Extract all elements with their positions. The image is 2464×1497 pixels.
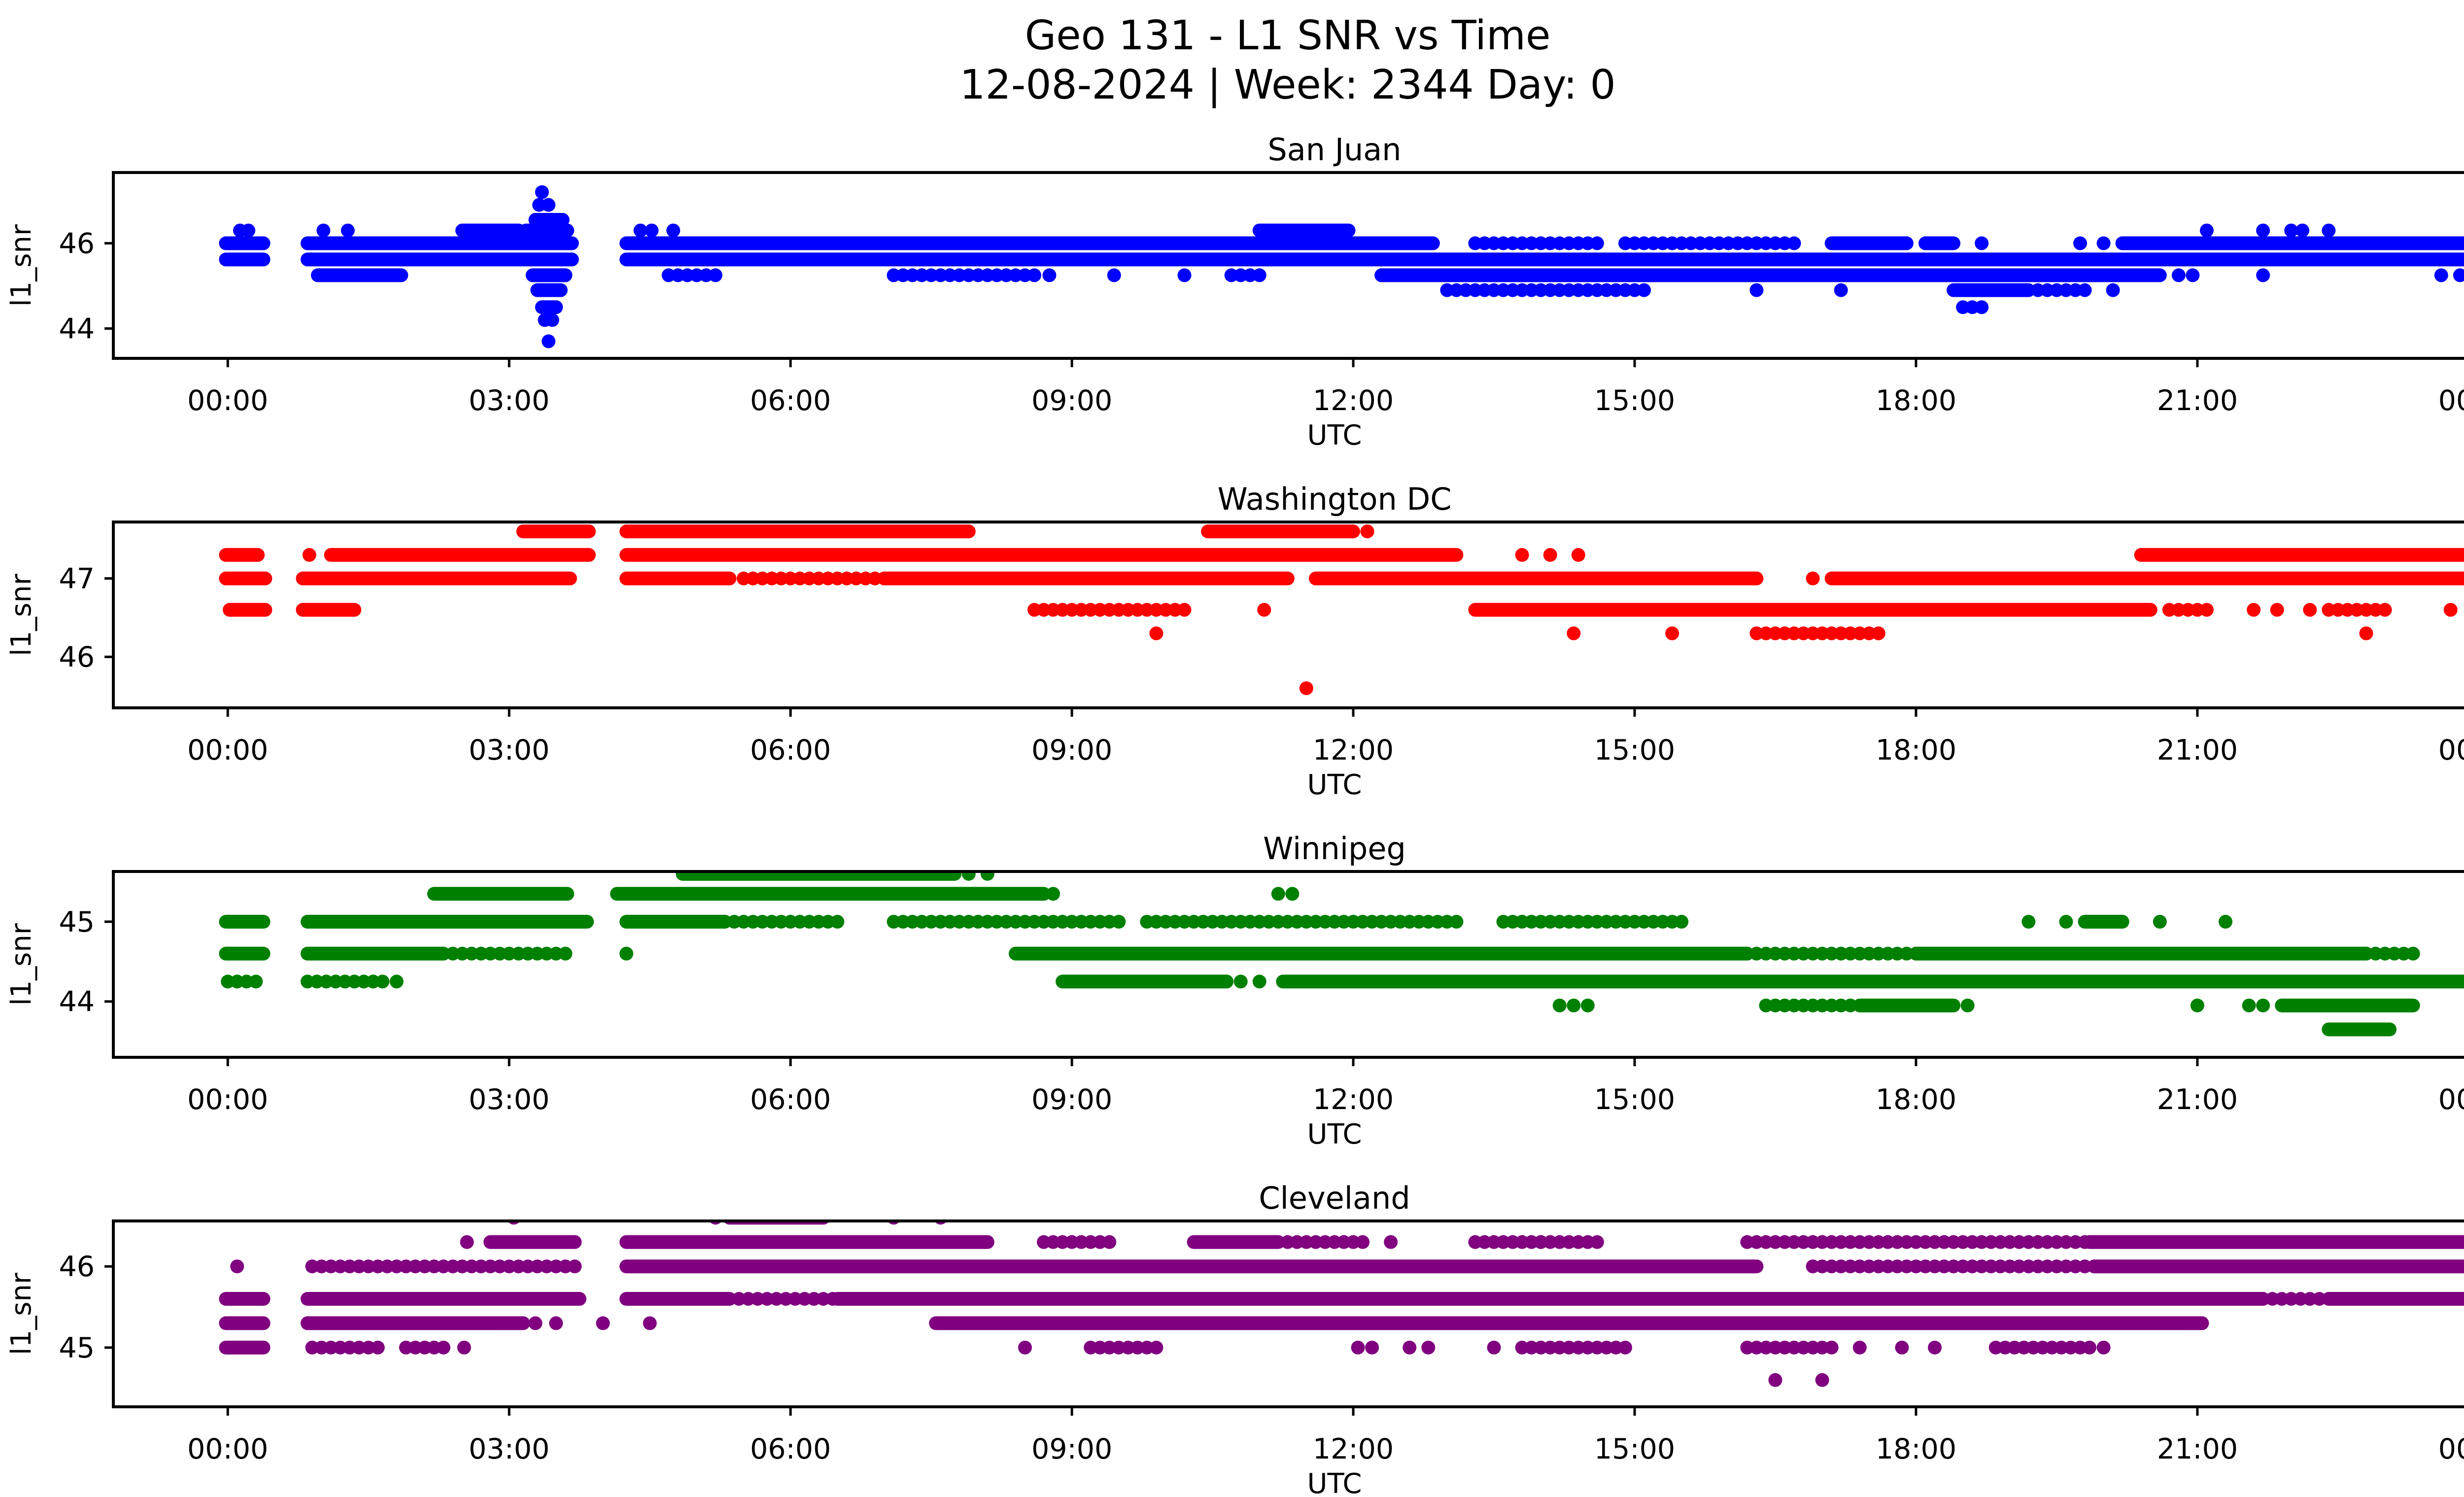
figure-subtitle: 12-08-2024 | Week: 2344 Day: 0 [959, 62, 1616, 108]
x-tick-label: 12:00 [1313, 734, 1394, 766]
x-tick-label: 15:00 [1594, 1083, 1675, 1116]
x-tick-label: 03:00 [469, 1433, 549, 1465]
x-tick-label: 12:00 [1313, 1433, 1394, 1465]
subplot-san-juan: 00:00 03:00 06:00 09:00 12:00 15:00 18:00 21:00… [5, 132, 2464, 452]
x-axis-label: UTC [1307, 769, 1362, 801]
subplot-washington-dc: 00:00 03:00 06:00 09:00 12:00 15:00 18:00 21:00… [5, 481, 2464, 801]
x-tick-label: 12:00 [1313, 384, 1394, 417]
x-tick-label: 15:00 [1594, 1433, 1675, 1465]
y-axis-label: l1_snr [5, 224, 37, 307]
figure-title: Geo 131 - L1 SNR vs Time [1025, 12, 1551, 59]
x-tick-label: 09:00 [1031, 384, 1112, 417]
x-axis-label: UTC [1307, 1118, 1362, 1150]
x-tick-label: 09:00 [1031, 734, 1112, 766]
y-axis-label: l1_snr [5, 573, 37, 656]
x-tick-label: 12:00 [1313, 1083, 1394, 1116]
x-tick-label: 06:00 [750, 384, 831, 417]
y-tick-label: 45 [59, 906, 95, 939]
subplot-cleveland: 00:00 03:00 06:00 09:00 12:00 15:00 18:00 21:00… [5, 1180, 2464, 1497]
scatter-data-washington-dc [219, 524, 2464, 696]
axes-frame [112, 1219, 2464, 1408]
scatter-data-san-juan [219, 185, 2464, 348]
subplot-title-cleveland: Cleveland [1259, 1180, 1410, 1216]
x-tick-label: 06:00 [750, 734, 831, 766]
x-tick-label: 06:00 [750, 1083, 831, 1116]
x-tick-label: 00:00 [2438, 1433, 2464, 1465]
x-tick-label: 18:00 [1876, 734, 1956, 766]
x-tick-label: 21:00 [2157, 1433, 2238, 1465]
axes-frame [112, 171, 2464, 360]
x-tick-label: 15:00 [1594, 734, 1675, 766]
x-tick-label: 00:00 [2438, 384, 2464, 417]
x-tick-label: 09:00 [1031, 1433, 1112, 1465]
x-tick-label: 03:00 [469, 1083, 549, 1116]
y-tick-label: 46 [59, 1251, 95, 1283]
x-tick-label: 00:00 [187, 1433, 268, 1465]
x-tick-label: 00:00 [2438, 1083, 2464, 1116]
y-tick-label: 45 [59, 1332, 95, 1364]
x-tick-label: 00:00 [187, 384, 268, 417]
x-axis-label: UTC [1307, 419, 1362, 452]
y-tick-label: 46 [59, 228, 95, 260]
y-axis-label: l1_snr [5, 923, 37, 1006]
x-tick-label: 00:00 [2438, 734, 2464, 766]
x-tick-label: 06:00 [750, 1433, 831, 1465]
axes-frame [112, 870, 2464, 1059]
axes-frame [112, 521, 2464, 709]
x-tick-label: 03:00 [469, 734, 549, 766]
x-axis-label: UTC [1307, 1468, 1362, 1495]
x-tick-label: 15:00 [1594, 384, 1675, 417]
x-tick-label: 18:00 [1876, 384, 1956, 417]
x-tick-label: 00:00 [187, 734, 268, 766]
x-tick-label: 21:00 [2157, 384, 2238, 417]
y-tick-label: 47 [59, 563, 95, 595]
x-tick-label: 21:00 [2157, 1083, 2238, 1116]
x-tick-label: 09:00 [1031, 1083, 1112, 1116]
y-tick-label: 46 [59, 641, 95, 674]
subplot-title-san-juan: San Juan [1267, 132, 1401, 168]
y-tick-label: 44 [59, 313, 95, 345]
scatter-data-winnipeg [219, 871, 2464, 1037]
subplot-title-winnipeg: Winnipeg [1263, 831, 1406, 867]
subplot-title-washington-dc: Washington DC [1217, 481, 1451, 517]
y-axis-label: l1_snr [5, 1272, 37, 1355]
subplot-winnipeg: 00:00 03:00 06:00 09:00 12:00 15:00 18:00 21:00… [5, 831, 2464, 1150]
x-tick-label: 18:00 [1876, 1433, 1956, 1465]
y-tick-label: 44 [59, 986, 95, 1018]
x-tick-label: 03:00 [469, 384, 549, 417]
x-tick-label: 00:00 [187, 1083, 268, 1116]
x-tick-label: 18:00 [1876, 1083, 1956, 1116]
scatter-data-cleveland [219, 1221, 2464, 1387]
x-tick-label: 21:00 [2157, 734, 2238, 766]
